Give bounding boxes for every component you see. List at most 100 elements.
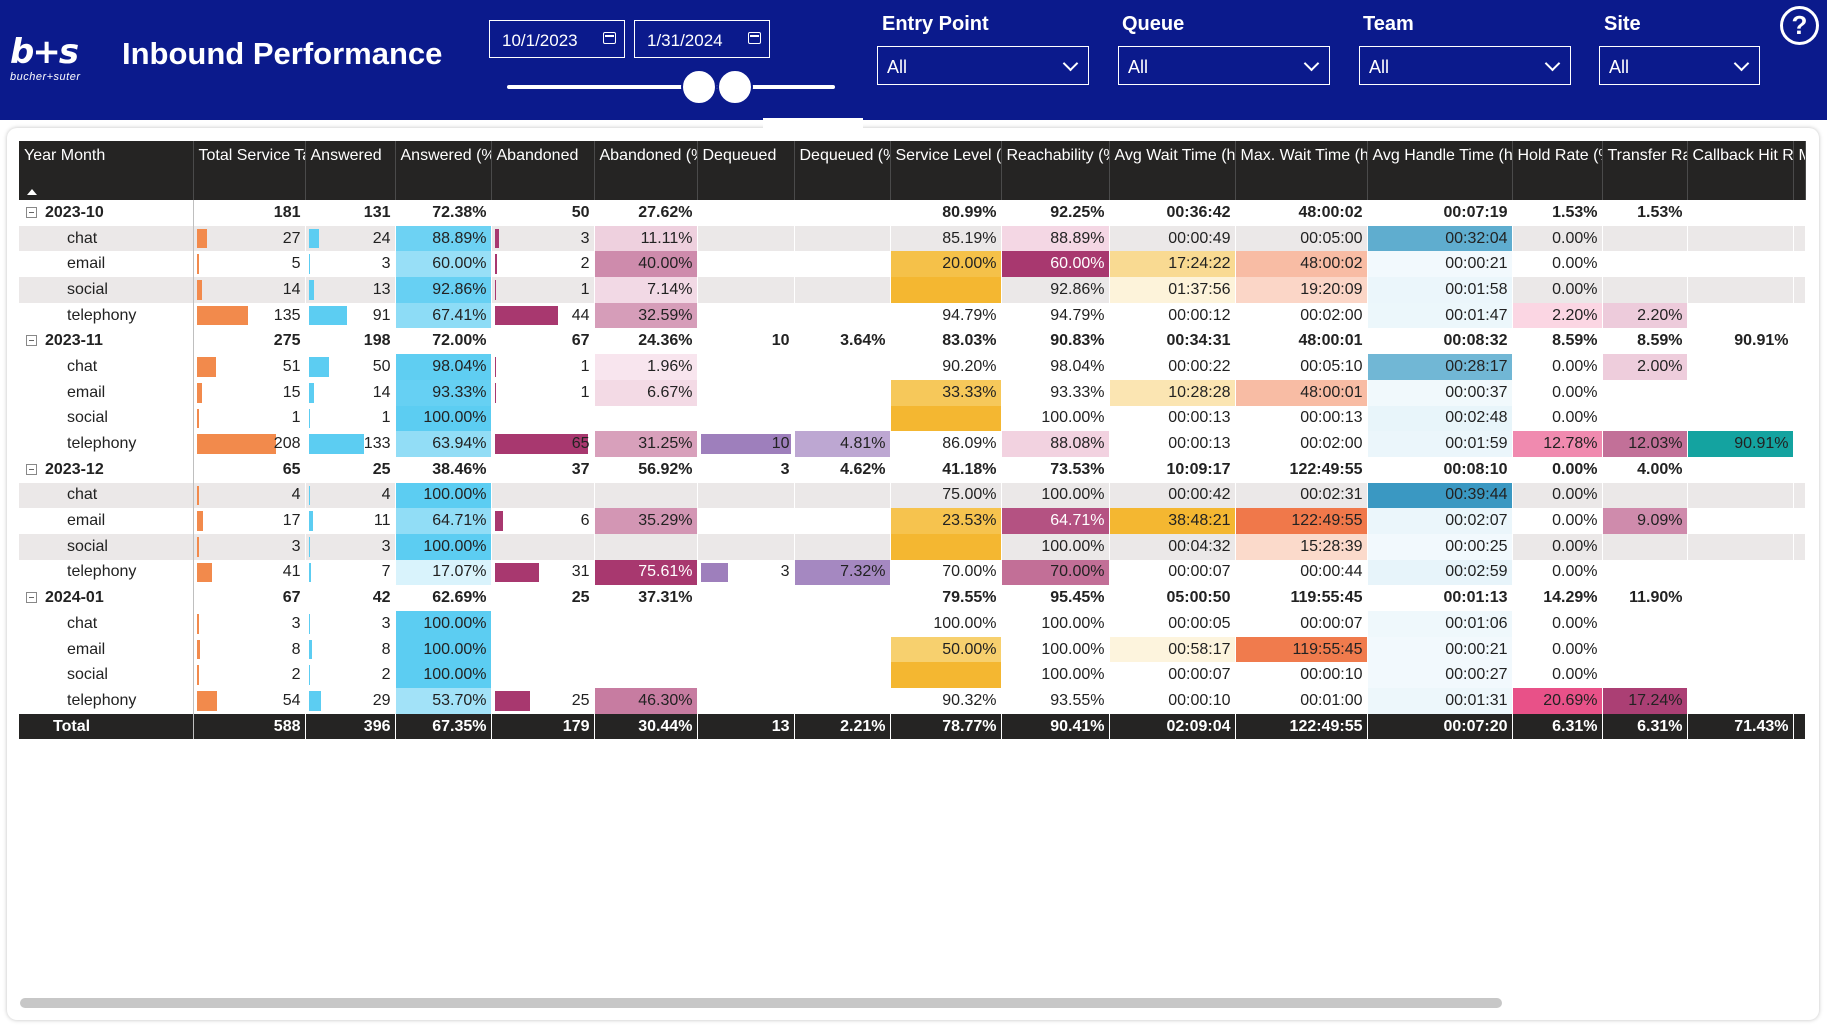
matrix-cell: 3: [305, 533, 395, 560]
queue-select[interactable]: All: [1118, 46, 1330, 85]
data-bar: [196, 305, 249, 326]
matrix-cell: 1: [491, 354, 594, 380]
collapse-icon[interactable]: [26, 592, 37, 604]
cell-value: 53.70%: [432, 691, 487, 709]
cell-value: 94.79%: [1050, 306, 1105, 324]
column-header[interactable]: Callback Hit Rate (%): [1687, 141, 1794, 200]
cell-value: 98.04%: [1050, 357, 1105, 375]
cell-value: 4.00%: [1637, 460, 1683, 478]
matrix-cell: 90.20%: [890, 354, 1001, 380]
matrix-cell: 14: [193, 277, 305, 303]
start-date-input[interactable]: 10/1/2023: [489, 20, 625, 58]
column-header[interactable]: Avg Wait Time (hh:mm:ss): [1109, 141, 1236, 200]
column-header[interactable]: Transfer Rate (%): [1602, 141, 1688, 200]
site-label: Site: [1604, 13, 1641, 35]
matrix-cell: [1687, 405, 1793, 432]
matrix-cell: 41: [193, 559, 305, 586]
matrix-cell: [1687, 380, 1793, 406]
matrix-cell: [794, 662, 890, 689]
column-header[interactable]: Service Level (%): [890, 141, 1002, 200]
matrix-cell: 15:28:39: [1235, 533, 1367, 560]
cell-value: 3: [780, 460, 790, 478]
cell-value: 10:28:28: [1168, 383, 1231, 401]
column-header[interactable]: Dequeued: [697, 141, 795, 200]
cell-value: 88.89%: [1050, 229, 1105, 247]
date-range-end-handle[interactable]: [717, 69, 753, 105]
matrix-cell: 7.14%: [594, 277, 697, 303]
cell-value: 00:02:00: [1300, 306, 1363, 324]
horizontal-scrollbar[interactable]: [20, 998, 1502, 1008]
column-header[interactable]: Answered (%): [395, 141, 492, 200]
matrix-cell: 6: [491, 508, 594, 534]
column-header[interactable]: Avg Handle Time (hh:mm:ss): [1367, 141, 1513, 200]
cell-value: 90.32%: [942, 691, 997, 709]
date-range-start-handle[interactable]: [681, 69, 717, 105]
cell-value: 24.36%: [638, 332, 693, 350]
date-range-slider-track[interactable]: [507, 85, 835, 89]
cell-value: 00:00:12: [1168, 306, 1231, 324]
row-label: email: [67, 512, 106, 530]
matrix-cell: 4: [305, 482, 395, 509]
matrix-cell: 95.45%: [1001, 585, 1109, 611]
cell-value: 78.77%: [942, 717, 997, 735]
column-header[interactable]: Total Service Tasks: [193, 141, 306, 200]
column-header-year-month[interactable]: Year Month: [19, 141, 194, 200]
sort-ascending-icon[interactable]: [27, 189, 37, 195]
cell-value: 80.99%: [942, 203, 997, 221]
matrix-cell: 7.32%: [794, 559, 890, 586]
column-header[interactable]: Answered: [305, 141, 396, 200]
entry-point-value: All: [887, 57, 908, 77]
year-month-row-header[interactable]: 2023-10: [19, 200, 194, 226]
column-header[interactable]: Abandoned (%): [594, 141, 698, 200]
cell-value: 119:55:45: [1292, 640, 1363, 658]
matrix-cell: 00:02:31: [1235, 482, 1367, 509]
column-header[interactable]: M R: [1793, 141, 1806, 200]
channel-row-header: social: [19, 662, 194, 689]
cell-value: 51: [282, 357, 301, 375]
matrix-cell: 15: [193, 380, 305, 406]
matrix-cell: 0.00%: [1512, 637, 1602, 663]
year-month-row-header[interactable]: 2023-11: [19, 328, 194, 355]
matrix-cell: [1793, 302, 1805, 329]
matrix-cell: [697, 225, 794, 252]
matrix-cell: 275: [193, 328, 305, 355]
cell-value: 00:05:00: [1300, 229, 1363, 247]
column-header[interactable]: Reachability (%): [1001, 141, 1110, 200]
column-header[interactable]: Dequeued (%): [794, 141, 891, 200]
matrix-cell: 10:28:28: [1109, 379, 1235, 406]
cell-value: 3: [291, 537, 301, 555]
cell-value: 119:55:45: [1290, 589, 1363, 607]
row-label: 2024-01: [45, 589, 104, 607]
column-header[interactable]: Hold Rate (%): [1512, 141, 1603, 200]
year-month-row-header[interactable]: 2024-01: [19, 585, 194, 611]
calendar-icon[interactable]: [748, 32, 761, 44]
entry-point-select[interactable]: All: [877, 46, 1089, 85]
column-header[interactable]: Max. Wait Time (hh:mm:ss): [1235, 141, 1368, 200]
matrix-cell: 92.25%: [1001, 200, 1109, 226]
column-header[interactable]: Abandoned: [491, 141, 595, 200]
collapse-icon[interactable]: [26, 335, 37, 347]
cell-value: 62.69%: [432, 589, 487, 607]
cell-value: 00:01:59: [1445, 435, 1508, 453]
cell-value: 00:28:17: [1445, 357, 1508, 375]
help-button[interactable]: ?: [1780, 6, 1819, 45]
matrix-cell: 3: [305, 611, 395, 637]
site-select[interactable]: All: [1599, 46, 1760, 85]
cell-value: 6.31%: [1552, 717, 1598, 735]
collapse-icon[interactable]: [26, 463, 37, 475]
end-date-input[interactable]: 1/31/2024: [634, 20, 770, 58]
matrix-cell: [1602, 380, 1687, 406]
cell-value: 90.91%: [1734, 435, 1789, 453]
matrix-cell: [1793, 405, 1805, 432]
matrix-cell: 00:00:44: [1235, 559, 1367, 586]
cell-value: 00:00:13: [1300, 409, 1363, 427]
cell-value: 5: [291, 255, 301, 273]
calendar-icon[interactable]: [603, 32, 616, 44]
cell-value: 7.14%: [647, 280, 693, 298]
year-month-row-header[interactable]: 2023-12: [19, 456, 194, 483]
cell-value: 00:00:49: [1168, 229, 1231, 247]
team-select[interactable]: All: [1359, 46, 1571, 85]
collapse-icon[interactable]: [26, 206, 37, 218]
channel-row-header: social: [19, 405, 194, 432]
matrix-cell: 00:39:44: [1367, 482, 1512, 509]
